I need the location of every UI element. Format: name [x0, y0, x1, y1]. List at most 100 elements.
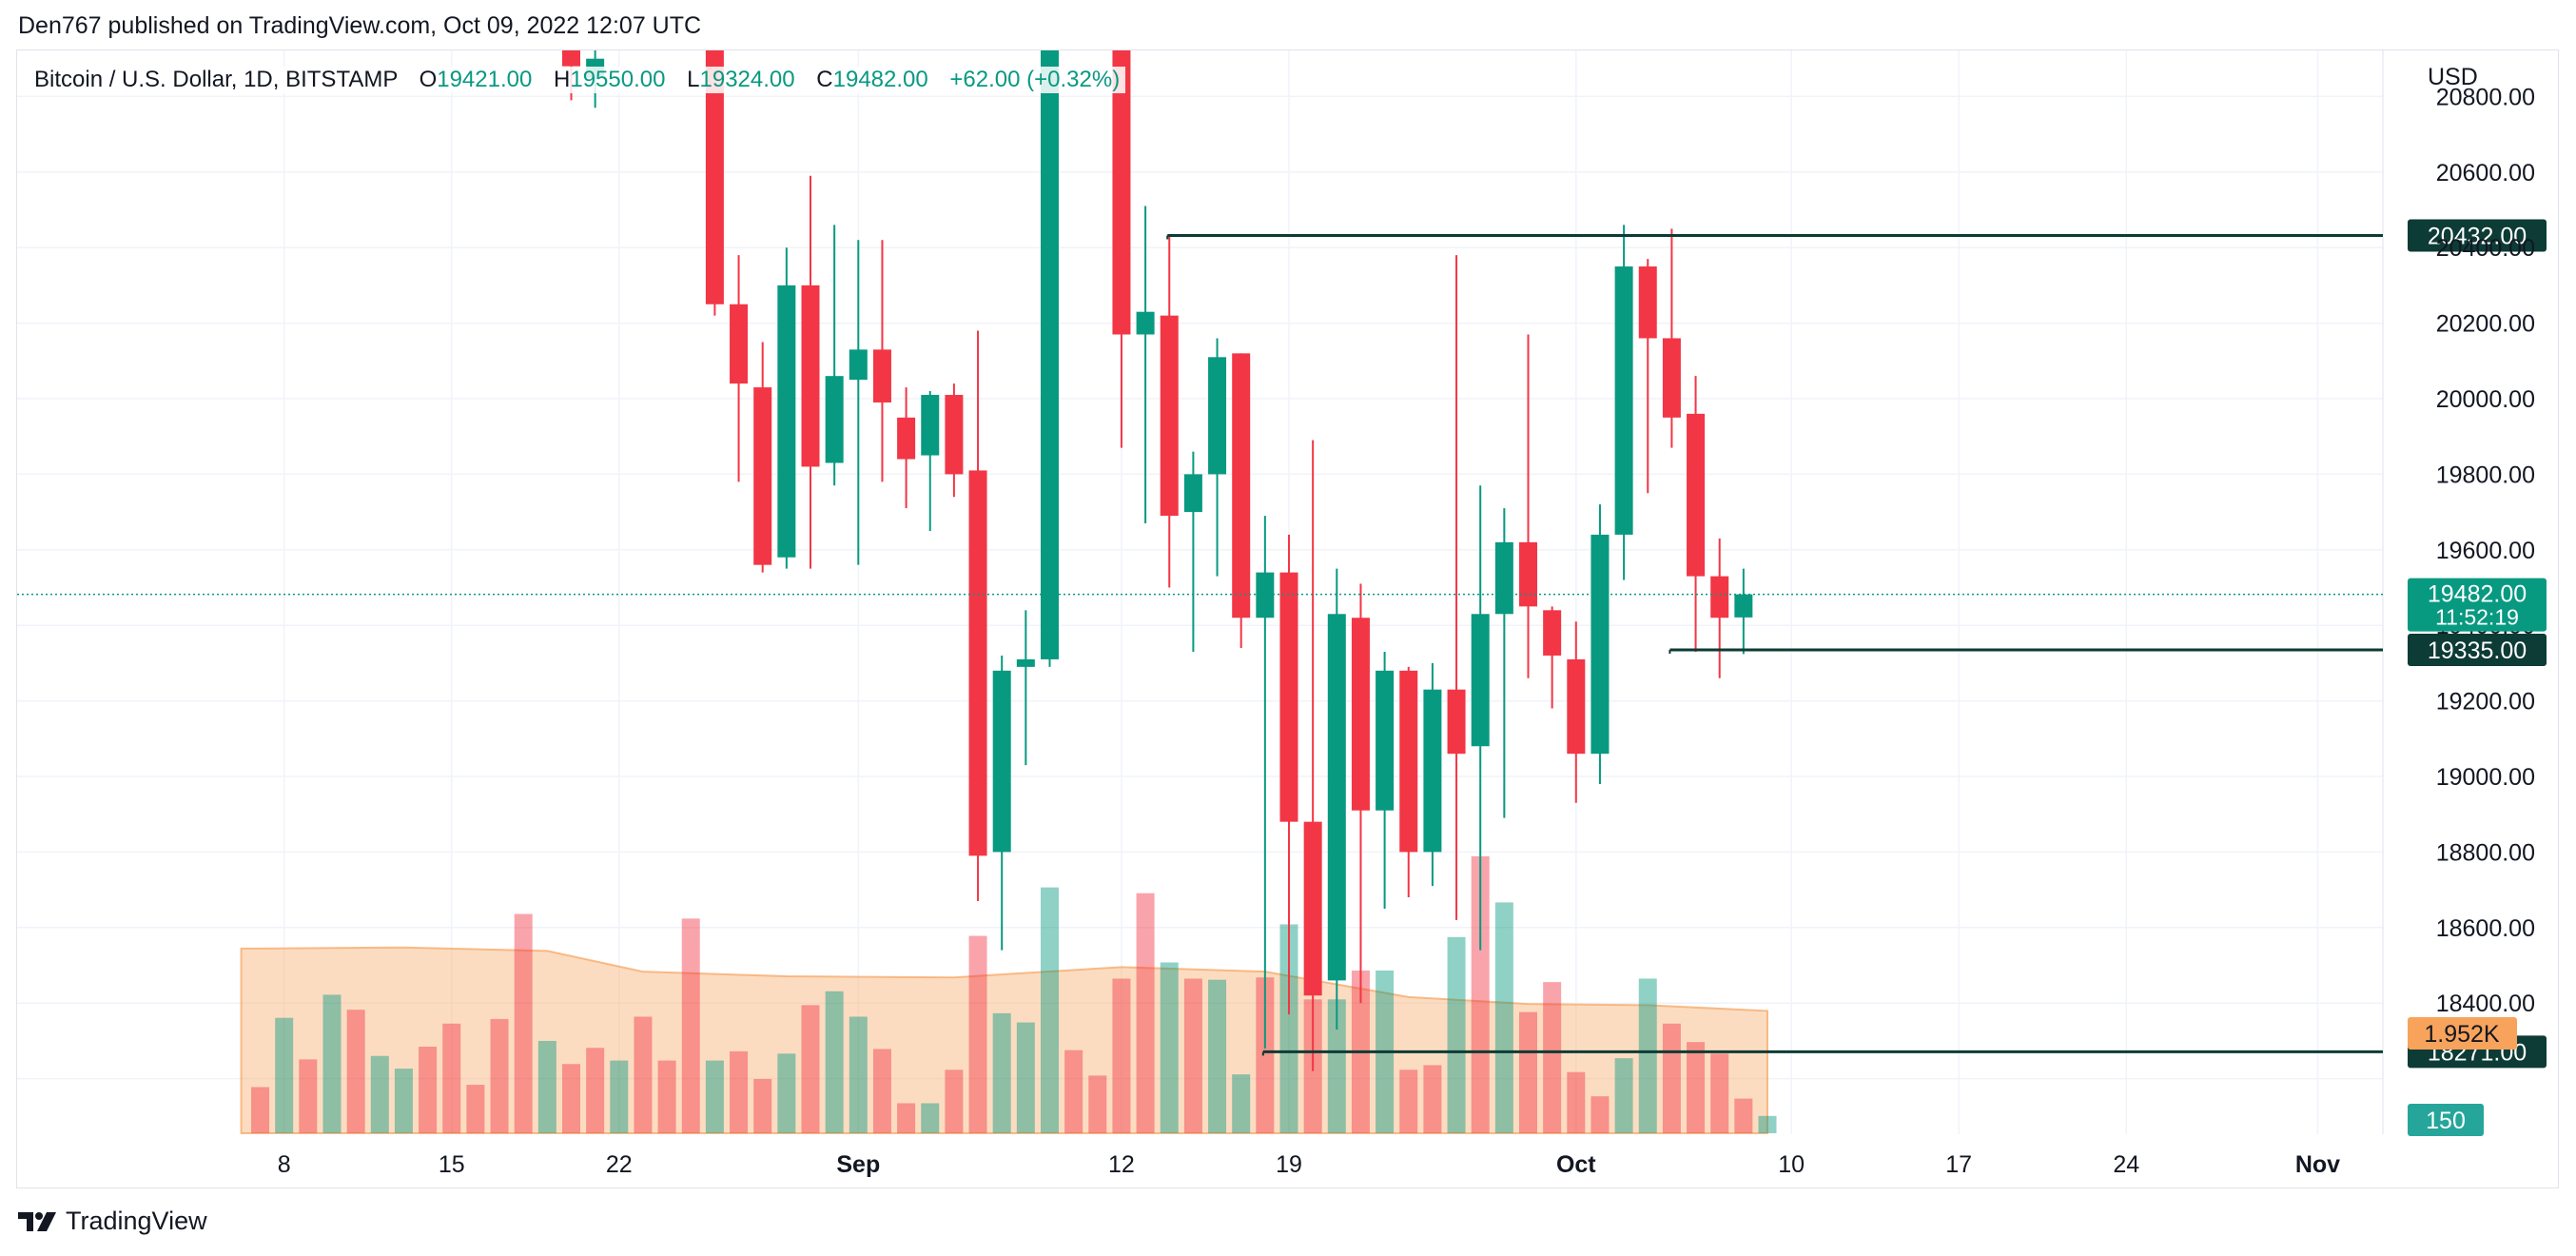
volume-bar: [346, 1010, 365, 1133]
candle: [1136, 206, 1155, 524]
x-tick-label: Sep: [836, 1151, 880, 1178]
candle-body: [1016, 658, 1035, 667]
high-value: 19550.00: [570, 67, 666, 92]
candle-body: [1112, 50, 1131, 335]
volume-bar: [299, 1059, 318, 1133]
volume-bar: [1399, 1070, 1418, 1133]
candle-body: [1399, 670, 1418, 853]
volume-bar: [1567, 1071, 1586, 1133]
publication-line: Den767 published on TradingView.com, Oct…: [18, 12, 702, 39]
candle: [1232, 353, 1251, 649]
volume-bar: [394, 1069, 413, 1133]
volume-bar: [1662, 1023, 1681, 1133]
candle: [1279, 534, 1298, 1015]
volume-bar: [1423, 1065, 1442, 1133]
candle: [1208, 338, 1227, 577]
candle: [968, 330, 987, 902]
x-tick-label: 24: [2113, 1151, 2139, 1178]
candle-body: [992, 670, 1011, 853]
candle: [730, 255, 749, 482]
volume-bar: [1710, 1053, 1729, 1133]
candle-body: [1494, 541, 1513, 615]
volume-bar: [1494, 902, 1513, 1133]
candle-body: [1710, 576, 1729, 618]
candle-body: [1614, 266, 1633, 535]
candle: [1256, 516, 1275, 1049]
volume-bar: [275, 1017, 294, 1133]
volume-bar: [1519, 1011, 1537, 1133]
candle: [1687, 376, 1706, 652]
y-tick-label: 18600.00: [2436, 915, 2535, 942]
currency-label: USD: [2428, 64, 2478, 90]
volume-bar: [705, 1060, 724, 1133]
brand-name: TradingView: [66, 1207, 207, 1235]
candle: [921, 391, 940, 531]
countdown-label: 11:52:19: [2435, 605, 2519, 630]
x-tick-label: 17: [1945, 1151, 1972, 1178]
candle-body: [801, 285, 820, 467]
volume-bar: [251, 1087, 270, 1133]
volume-bar: [872, 1049, 891, 1133]
candle-body: [897, 417, 916, 460]
candle-body: [945, 395, 964, 475]
ohlc-legend: Bitcoin / U.S. Dollar, 1D, BITSTAMP O194…: [34, 67, 1126, 93]
candle-body: [753, 387, 772, 565]
candle: [777, 247, 796, 569]
volume-bar: [1590, 1096, 1610, 1133]
x-tick-label: 8: [278, 1151, 291, 1178]
x-tick-label: Oct: [1556, 1151, 1596, 1178]
volume-bar: [634, 1016, 653, 1133]
candle: [1519, 334, 1537, 678]
price-axis: 20800.00 20600.00 20400.00 20200.00 20000.00…: [2408, 64, 2547, 1136]
candle-body: [1256, 572, 1275, 618]
y-tick-label: 20000.00: [2436, 386, 2535, 413]
volume-bar: [1183, 978, 1202, 1133]
chart-frame: [16, 49, 2559, 1188]
close-label: C: [816, 67, 833, 92]
candle: [825, 225, 844, 486]
candle-body: [1423, 689, 1442, 853]
y-tick-label: 19800.00: [2436, 461, 2535, 488]
volume-bar: [537, 1040, 556, 1133]
level-price-tag: [2408, 634, 2547, 667]
volume-bar: [610, 1060, 629, 1133]
candle-body: [1136, 311, 1155, 335]
volume-ma-tag: [2408, 1017, 2517, 1050]
y-tick-label: 19600.00: [2436, 538, 2535, 564]
volume-bar: [1447, 936, 1466, 1133]
candle: [1327, 568, 1346, 1030]
candle-body: [705, 50, 724, 304]
volume-bar: [1687, 1042, 1706, 1133]
candle: [849, 240, 868, 565]
volume-bar: [825, 991, 844, 1133]
candle-body: [1687, 413, 1706, 577]
candle-body: [1638, 266, 1657, 339]
y-tick-label: 20600.00: [2436, 160, 2535, 186]
volume-bar: [490, 1018, 509, 1133]
volume-bar: [777, 1053, 796, 1133]
tradingview-brand[interactable]: TradingView: [18, 1207, 207, 1236]
volume-bar: [1471, 855, 1490, 1133]
candle: [1351, 583, 1370, 1004]
candle: [801, 175, 820, 569]
candle: [705, 50, 724, 316]
volume-bar: [322, 994, 342, 1133]
candle-body: [1327, 614, 1346, 981]
volume-bar: [849, 1016, 868, 1133]
candle-body: [1303, 821, 1322, 996]
candle-body: [1232, 353, 1251, 618]
y-tick-label: 19000.00: [2436, 764, 2535, 791]
volume-bar: [1734, 1098, 1753, 1133]
candle: [1662, 228, 1681, 448]
candle-body: [777, 285, 796, 558]
volume-bar: [466, 1085, 485, 1133]
candle: [1376, 651, 1395, 909]
volume-bar: [514, 913, 533, 1133]
open-value: 19421.00: [437, 67, 533, 92]
candle-body: [921, 395, 940, 456]
volume-bar: [1256, 977, 1275, 1133]
close-value: 19482.00: [832, 67, 928, 92]
level-price-tag: [2408, 219, 2547, 252]
